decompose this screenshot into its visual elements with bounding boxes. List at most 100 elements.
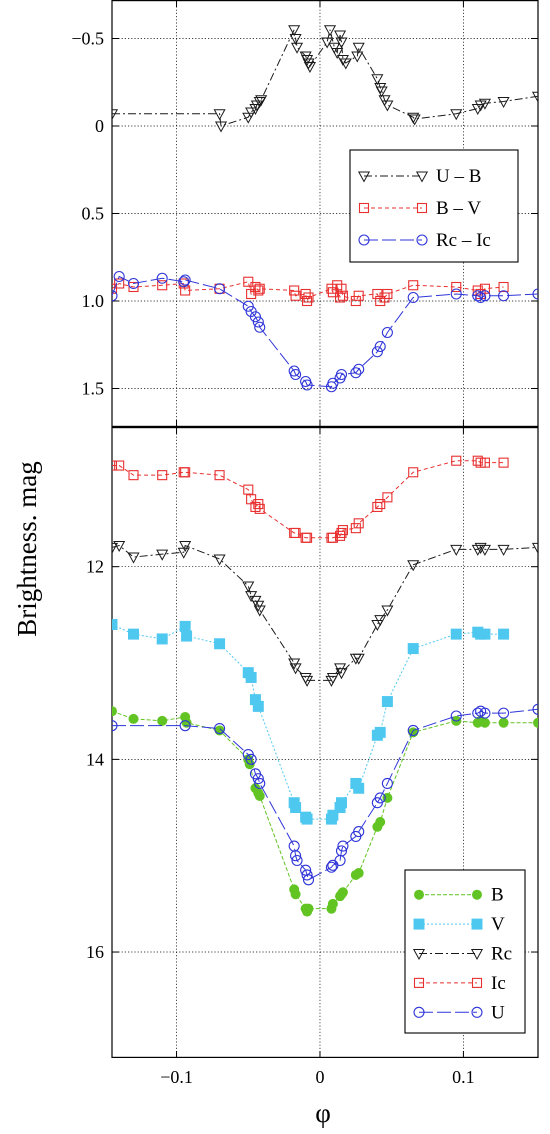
data-point-b-v xyxy=(300,288,311,300)
data-point-u xyxy=(532,703,538,715)
data-point-rc xyxy=(531,542,538,554)
data-point-v xyxy=(450,628,462,640)
data-point-rc xyxy=(381,605,394,617)
series-b xyxy=(112,706,538,917)
data-point-rc-ic xyxy=(472,290,484,302)
data-point-rc xyxy=(326,672,339,685)
data-point-rc-ic xyxy=(252,316,264,328)
x-axis-title: φ xyxy=(315,1098,331,1128)
y-tick-label: 14 xyxy=(86,749,104,769)
data-point-u-b xyxy=(531,91,538,103)
data-point-ic xyxy=(479,457,490,468)
data-point-rc-ic xyxy=(407,291,419,304)
data-point-b-v xyxy=(472,285,483,296)
data-point-rc xyxy=(335,668,348,680)
data-point-u xyxy=(374,792,386,804)
data-point-ic xyxy=(114,460,125,471)
data-point-b-v xyxy=(379,292,390,303)
legend-item-b-v: B – V xyxy=(358,198,481,219)
data-point-u xyxy=(472,707,484,719)
legend-item-u: U xyxy=(413,1002,505,1023)
data-point-rc-ic xyxy=(301,379,313,391)
data-point-v xyxy=(335,797,347,809)
series-line-v xyxy=(112,624,504,820)
data-point-rc-ic xyxy=(113,270,125,283)
legend: U – B B – V Rc – Ic xyxy=(349,149,519,263)
legend-item-b: B xyxy=(414,885,504,906)
data-point-rc-ic xyxy=(242,300,254,312)
data-point-rc xyxy=(407,560,420,572)
data-point-rc xyxy=(474,542,487,554)
data-point-b-v xyxy=(479,283,490,294)
legend-marker xyxy=(416,202,428,214)
data-point-b-v xyxy=(337,290,348,301)
data-point-b-v xyxy=(353,290,364,301)
legend-item-ic: Ic xyxy=(413,973,506,994)
data-point-ic xyxy=(372,501,383,513)
data-point-u xyxy=(353,826,365,838)
data-point-rc-ic xyxy=(498,290,510,302)
bottom-panel: −0.1 0 0.1 12 14 16 BV Rc Ic U xyxy=(86,427,539,1087)
data-point-b-v xyxy=(157,280,168,291)
data-point-rc xyxy=(471,544,484,556)
data-point-v xyxy=(249,694,261,706)
series-line-b-v xyxy=(112,281,504,303)
data-point-ic xyxy=(472,455,483,466)
x-tick-label: −0.1 xyxy=(160,1067,193,1087)
data-point-v xyxy=(156,633,168,645)
legend-marker xyxy=(472,889,482,900)
series-line-rc xyxy=(112,544,538,681)
data-point-b xyxy=(375,816,386,827)
data-point-rc xyxy=(374,615,387,627)
data-point-v xyxy=(327,809,339,821)
data-point-u-b xyxy=(288,25,301,37)
top-panel: −0.5 0 0.5 1.0 1.5 U – B B – V Rc – Ic xyxy=(71,0,539,427)
data-point-rc xyxy=(242,581,255,593)
legend-label: B xyxy=(491,885,504,906)
data-point-b-v xyxy=(114,278,125,289)
data-point-u-b xyxy=(255,95,268,107)
data-point-u xyxy=(498,707,510,719)
data-point-u-b xyxy=(478,98,491,110)
data-point-u xyxy=(325,861,338,873)
data-point-v xyxy=(301,813,313,825)
series-u xyxy=(112,703,538,886)
series-ic xyxy=(112,455,509,543)
data-point-u-b xyxy=(289,34,302,46)
legend-marker xyxy=(471,918,483,930)
data-point-ic xyxy=(498,457,509,468)
legend-marker xyxy=(413,918,425,930)
data-point-rc-ic xyxy=(479,290,491,302)
data-point-rc xyxy=(113,540,126,553)
y-tick-label: −0.5 xyxy=(71,29,104,49)
data-point-v xyxy=(498,628,510,640)
legend-label: Rc – Ic xyxy=(436,230,491,251)
data-point-v xyxy=(374,726,386,738)
data-point-rc-ic xyxy=(532,288,538,300)
data-point-u xyxy=(291,854,303,867)
data-point-ic xyxy=(408,467,419,478)
data-point-ic xyxy=(157,470,168,481)
legend-label: B – V xyxy=(436,198,481,219)
data-point-u-b xyxy=(371,74,384,86)
data-point-b xyxy=(157,715,168,726)
x-tick-label: 0 xyxy=(315,1067,324,1087)
series-b-v xyxy=(112,276,509,307)
data-point-u-b xyxy=(112,109,119,121)
data-point-b xyxy=(479,717,490,728)
data-point-b-v xyxy=(350,295,361,307)
data-point-rc-ic xyxy=(127,277,140,290)
data-point-u-b xyxy=(334,30,347,42)
data-point-u-b xyxy=(339,58,352,70)
data-point-b xyxy=(112,706,117,717)
data-point-b-v xyxy=(290,290,301,301)
data-point-ic xyxy=(382,492,393,503)
series-layer xyxy=(112,455,538,917)
legend-item-rc: Rc xyxy=(412,944,512,965)
data-point-u xyxy=(288,840,300,852)
data-point-v xyxy=(353,782,365,794)
data-point-b xyxy=(290,889,301,900)
legend-marker xyxy=(415,171,429,183)
y-tick-label: 0 xyxy=(95,116,104,136)
data-point-b-v xyxy=(326,283,337,294)
